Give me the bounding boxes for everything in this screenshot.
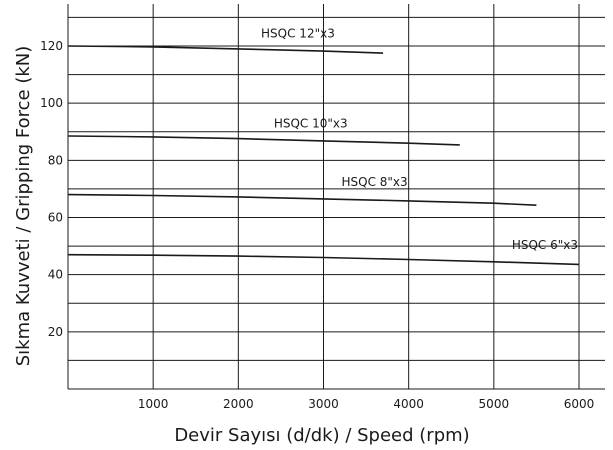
series-label: HSQC 6"x3 xyxy=(512,238,578,252)
series-labels: HSQC 12"x3 HSQC 10"x3 HSQC 8"x3 HSQC 6"x3 xyxy=(261,26,578,252)
y-tick-label: 40 xyxy=(48,268,63,282)
x-tick-label: 2000 xyxy=(223,397,254,411)
series-line xyxy=(67,45,384,54)
x-tick-label: 6000 xyxy=(564,397,595,411)
y-tick-label: 80 xyxy=(48,153,63,167)
x-axis-ticks: 1000 2000 3000 4000 5000 6000 xyxy=(138,397,594,411)
x-tick-label: 4000 xyxy=(393,397,424,411)
y-tick-label: 120 xyxy=(40,39,63,53)
series-line xyxy=(67,193,537,206)
x-tick-label: 5000 xyxy=(479,397,510,411)
x-tick-label: 3000 xyxy=(308,397,339,411)
x-axis-title: Devir Sayısı (d/dk) / Speed (rpm) xyxy=(174,425,469,446)
series-line xyxy=(67,135,460,146)
series-label: HSQC 8"x3 xyxy=(342,175,408,189)
series-label: HSQC 12"x3 xyxy=(261,26,335,40)
y-tick-label: 60 xyxy=(48,211,63,225)
series-line xyxy=(67,253,580,266)
y-axis-title: Sıkma Kuvveti / Gripping Force (kN) xyxy=(13,46,34,367)
x-tick-label: 1000 xyxy=(138,397,169,411)
chart-grid xyxy=(67,4,605,390)
y-axis-ticks: 20 40 60 80 100 120 xyxy=(40,39,63,339)
y-tick-label: 100 xyxy=(40,96,63,110)
chart-series xyxy=(67,45,580,266)
series-label: HSQC 10"x3 xyxy=(274,116,348,130)
y-tick-label: 20 xyxy=(48,325,63,339)
